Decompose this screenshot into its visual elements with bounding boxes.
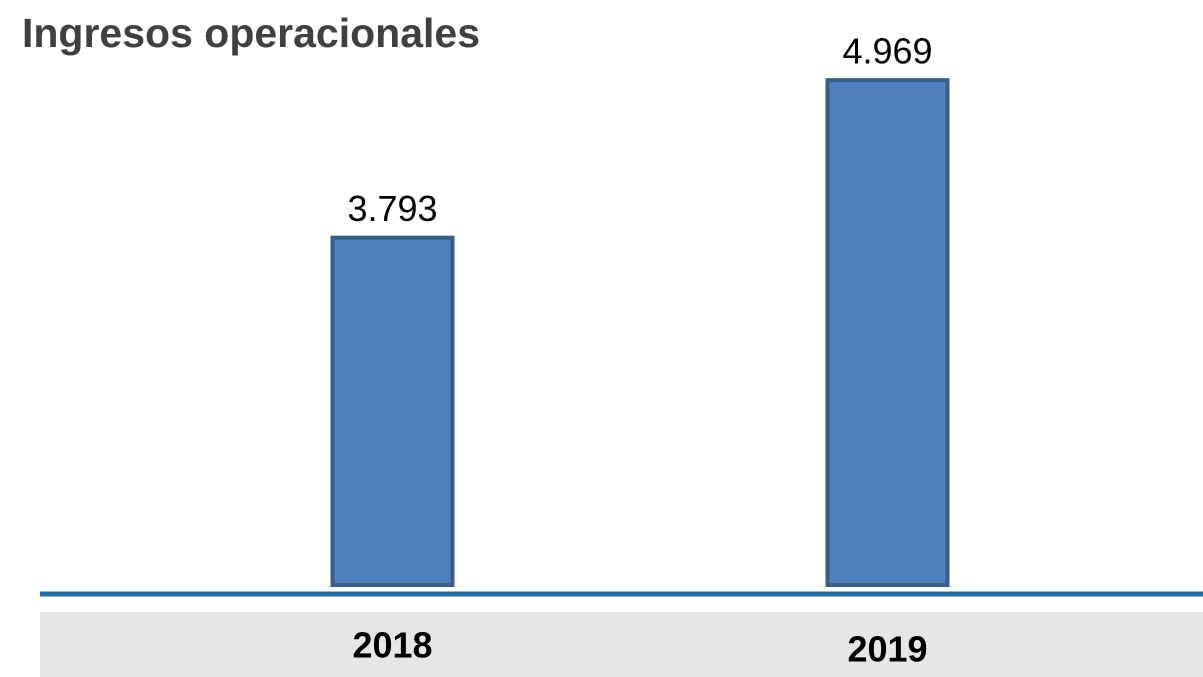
data-label: 4.969 <box>842 31 932 72</box>
data-label: 3.793 <box>347 188 437 229</box>
chart-title: Ingresos operacionales <box>22 10 480 56</box>
category-band <box>40 612 1203 677</box>
x-tick-label: 2018 <box>352 625 432 666</box>
x-tick-label: 2019 <box>847 629 927 670</box>
bar <box>330 235 455 587</box>
bar <box>825 78 950 587</box>
